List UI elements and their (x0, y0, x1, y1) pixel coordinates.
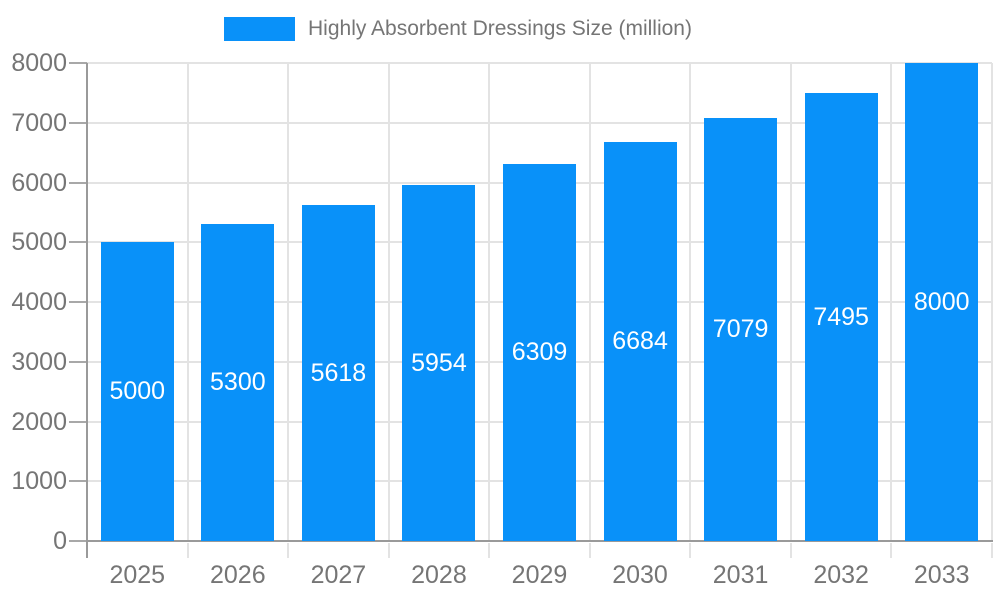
legend-label: Highly Absorbent Dressings Size (million… (308, 17, 692, 40)
x-tick-label: 2029 (511, 561, 568, 589)
y-tick-label: 6000 (11, 168, 67, 197)
bar-value-label: 5000 (109, 377, 166, 406)
y-axis-tick (69, 241, 87, 244)
bar-value-label: 7495 (813, 302, 869, 331)
gridline-vertical (186, 63, 189, 541)
y-tick-label: 7000 (11, 108, 67, 137)
x-axis-tick (588, 543, 591, 558)
y-axis-tick (69, 360, 87, 363)
x-axis-tick (991, 543, 993, 558)
gridline-vertical (890, 63, 893, 541)
bar[interactable]: 6309 (503, 164, 576, 541)
y-tick-label: 0 (53, 527, 67, 555)
gridline-vertical (387, 63, 390, 541)
x-axis-tick (387, 543, 390, 558)
bar[interactable]: 6684 (603, 141, 677, 541)
x-tick-label: 2032 (813, 561, 869, 589)
y-tick-label: 8000 (11, 49, 67, 77)
x-axis-tick (186, 543, 189, 558)
y-axis-tick (69, 301, 87, 303)
bar-value-label: 5618 (310, 358, 367, 387)
bar[interactable]: 5000 (100, 242, 174, 541)
x-tick-label: 2026 (210, 561, 266, 589)
x-axis-line (86, 540, 993, 542)
gridline-vertical (991, 63, 993, 541)
bar-value-label: 6309 (511, 338, 568, 366)
bar-value-label: 7079 (712, 315, 769, 343)
bar[interactable]: 8000 (905, 63, 979, 541)
legend-swatch (224, 17, 295, 41)
y-axis-tick (69, 121, 87, 124)
bar-value-label: 8000 (913, 287, 970, 316)
gridline-vertical (488, 63, 491, 541)
bar[interactable]: 5954 (402, 185, 476, 541)
x-axis-tick (689, 543, 692, 558)
gridline-horizontal (87, 121, 992, 124)
gridline-vertical (588, 63, 591, 541)
gridline-vertical (789, 63, 792, 541)
x-tick-label: 2033 (913, 561, 970, 589)
x-tick-label: 2031 (712, 561, 769, 589)
y-axis-tick (69, 540, 87, 542)
x-tick-label: 2028 (411, 561, 467, 589)
x-axis-tick (287, 543, 290, 558)
bar-value-label: 6684 (612, 326, 668, 355)
x-axis-tick (890, 543, 893, 558)
y-tick-label: 1000 (11, 467, 67, 496)
bar[interactable]: 5300 (201, 224, 275, 541)
gridline-vertical (689, 63, 692, 541)
y-tick-label: 3000 (11, 347, 67, 376)
x-tick-label: 2030 (612, 561, 668, 589)
x-tick-label: 2025 (109, 561, 166, 589)
y-tick-label: 2000 (11, 407, 67, 436)
gridline-horizontal (87, 62, 992, 64)
y-axis-line (86, 63, 88, 558)
x-axis-tick (488, 543, 491, 558)
bar[interactable]: 7079 (704, 118, 778, 541)
gridline-vertical (287, 63, 290, 541)
bar-value-label: 5954 (411, 348, 467, 377)
legend[interactable]: Highly Absorbent Dressings Size (million… (224, 17, 692, 41)
bar-value-label: 5300 (210, 368, 266, 397)
y-axis-tick (69, 420, 87, 423)
y-tick-label: 5000 (11, 228, 67, 257)
x-axis-tick (789, 543, 792, 558)
x-tick-label: 2027 (310, 561, 367, 589)
y-axis-tick (69, 480, 87, 483)
bar[interactable]: 5618 (301, 205, 375, 541)
bar[interactable]: 7495 (804, 93, 878, 541)
y-tick-label: 4000 (11, 288, 67, 316)
y-axis-tick (69, 181, 87, 184)
y-axis-tick (69, 62, 87, 64)
